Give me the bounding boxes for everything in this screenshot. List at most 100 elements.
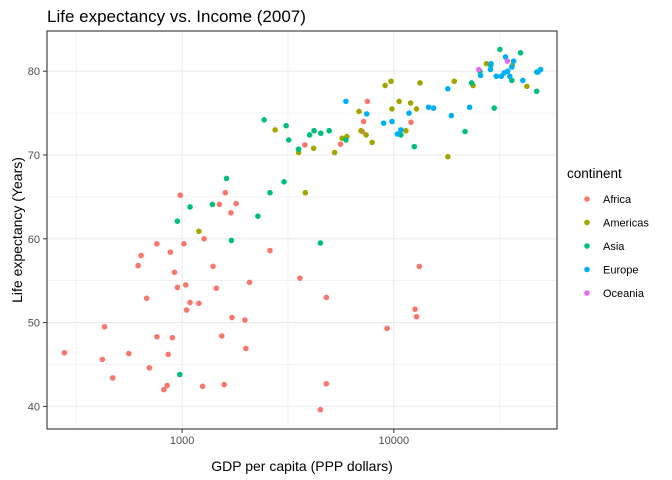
- data-point: [228, 210, 234, 216]
- data-point: [502, 54, 509, 60]
- data-point: [524, 83, 530, 90]
- data-point: [413, 313, 420, 320]
- y-tick-label: 80: [28, 66, 40, 78]
- legend-title: continent: [567, 166, 622, 181]
- series-oceania: [475, 58, 511, 73]
- data-point: [213, 285, 220, 292]
- y-tick-label: 40: [28, 401, 40, 413]
- y-tick-label: 70: [28, 150, 40, 162]
- data-points: [61, 46, 544, 413]
- data-point: [181, 241, 187, 247]
- data-point: [174, 284, 181, 291]
- data-point: [297, 275, 303, 281]
- data-point: [138, 252, 144, 259]
- data-point: [403, 127, 409, 134]
- data-point: [306, 132, 313, 138]
- data-point: [196, 228, 202, 235]
- data-point: [389, 118, 395, 125]
- data-point: [468, 80, 475, 86]
- data-point: [445, 153, 451, 160]
- series-africa: [61, 98, 423, 413]
- data-point: [504, 58, 511, 64]
- data-point: [242, 317, 248, 323]
- data-point: [430, 105, 437, 111]
- legend-label: Asia: [603, 241, 625, 253]
- data-point: [285, 137, 292, 143]
- data-point: [488, 60, 494, 67]
- legend: continent Africa Americas Asia Europe Oceani…: [567, 166, 649, 300]
- data-point: [483, 60, 490, 67]
- data-point: [154, 241, 160, 247]
- data-point: [343, 137, 349, 143]
- data-point: [369, 139, 375, 146]
- data-point: [510, 58, 517, 64]
- legend-key: [584, 196, 590, 202]
- data-point: [451, 78, 458, 85]
- data-point: [384, 325, 390, 332]
- data-point: [281, 179, 287, 185]
- data-point: [210, 263, 216, 270]
- data-point: [302, 142, 308, 148]
- data-point: [165, 351, 172, 358]
- data-point: [216, 201, 223, 208]
- chart-title: Life expectancy vs. Income (2007): [47, 7, 306, 26]
- y-axis: 40 50 60 70 80: [28, 66, 47, 413]
- legend-item-europe: Europe: [584, 265, 638, 277]
- data-point: [317, 240, 324, 246]
- x-axis-title: GDP per capita (PPP dollars): [211, 458, 393, 474]
- data-point: [416, 263, 423, 270]
- data-point: [364, 98, 371, 105]
- data-point: [167, 249, 174, 256]
- data-point: [533, 88, 540, 95]
- data-point: [323, 380, 330, 387]
- data-point: [448, 112, 455, 119]
- data-point: [222, 189, 229, 196]
- data-point: [99, 356, 106, 363]
- data-point: [267, 189, 273, 196]
- data-point: [101, 323, 108, 330]
- data-point: [509, 64, 515, 70]
- data-point: [219, 333, 225, 339]
- legend-item-asia: Asia: [584, 241, 625, 253]
- data-point: [169, 334, 176, 341]
- data-point: [243, 345, 249, 352]
- data-point: [487, 66, 494, 73]
- data-point: [187, 299, 193, 306]
- y-axis-title: Life expectancy (Years): [9, 157, 25, 303]
- data-point: [506, 73, 513, 80]
- data-point: [358, 127, 364, 134]
- x-axis: 1000 10000: [170, 429, 409, 447]
- legend-label: Africa: [603, 194, 632, 206]
- series-europe: [343, 54, 544, 137]
- data-point: [425, 104, 432, 111]
- legend-key: [584, 219, 590, 226]
- data-point: [477, 72, 484, 79]
- data-point: [171, 269, 178, 276]
- data-point: [445, 86, 451, 92]
- data-point: [161, 386, 167, 393]
- minor-gridlines: [47, 31, 557, 429]
- data-point: [318, 130, 324, 137]
- data-point: [356, 108, 362, 115]
- data-point: [537, 66, 544, 73]
- data-point: [411, 143, 418, 150]
- data-point: [398, 127, 404, 133]
- data-point: [228, 237, 235, 244]
- data-point: [164, 382, 170, 389]
- data-point: [221, 381, 227, 388]
- data-point: [337, 141, 344, 147]
- data-point: [363, 111, 370, 117]
- data-point: [475, 66, 482, 73]
- data-point: [272, 127, 278, 133]
- data-point: [462, 128, 468, 135]
- data-point: [406, 110, 412, 116]
- legend-key: [584, 266, 590, 273]
- data-point: [229, 314, 235, 321]
- data-point: [223, 175, 230, 182]
- data-point: [135, 262, 141, 269]
- data-point: [491, 105, 498, 111]
- plot-panel-border: [46, 30, 558, 430]
- data-point: [154, 334, 160, 340]
- data-point: [311, 127, 317, 134]
